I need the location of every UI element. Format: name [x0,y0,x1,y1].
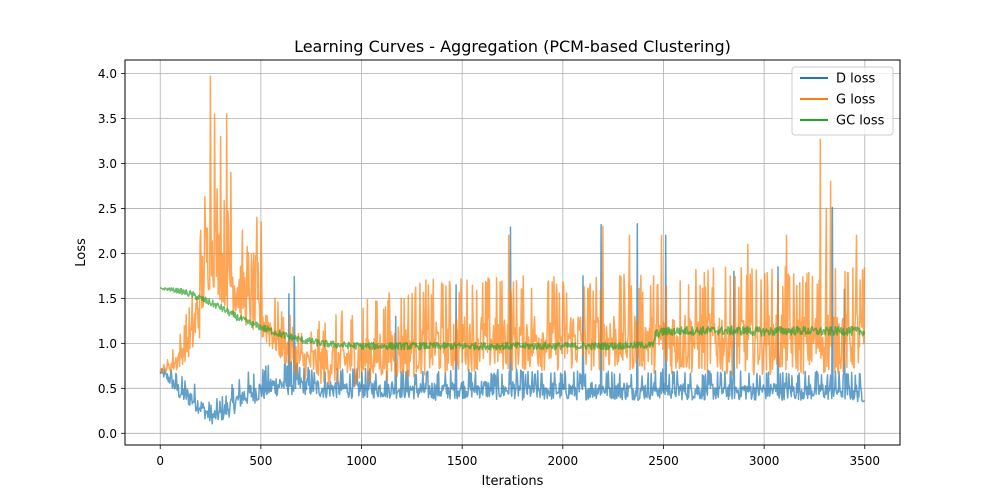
series-line-g-loss [159,75,866,387]
x-tick-label: 2500 [648,454,679,468]
y-tick-label: 3.0 [98,157,117,171]
y-tick-label: 0.5 [98,382,117,396]
y-tick-label: 2.5 [98,202,117,216]
chart-title: Learning Curves - Aggregation (PCM-based… [294,37,731,56]
y-tick-label: 1.5 [98,292,117,306]
series-line-gc-loss [159,287,866,351]
chart-legend: D loss G loss GC loss [791,66,894,136]
legend-label-g-loss: G loss [836,93,876,108]
series-lines [159,75,866,425]
x-tick-label: 3500 [849,454,880,468]
y-tick-label: 3.5 [98,112,117,126]
series-line-d-loss [159,206,866,425]
legend-label-gc-loss: GC loss [836,114,885,129]
x-tick-label: 2000 [548,454,579,468]
x-tick-label: 1500 [447,454,478,468]
y-axis-ticks: 0.0 0.5 1.0 1.5 2.0 2.5 3.0 3.5 4.0 [98,67,125,441]
y-tick-label: 2.0 [98,247,117,261]
legend-frame [791,66,894,136]
x-axis-ticks: 0 500 1000 1500 2000 2500 3000 3500 [156,445,880,468]
plot-frame [124,59,901,446]
y-tick-label: 0.0 [98,427,117,441]
y-tick-label: 1.0 [98,337,117,351]
y-tick-label: 4.0 [98,67,117,81]
x-tick-label: 1000 [346,454,377,468]
y-axis-label: Loss [74,238,89,267]
x-tick-label: 0 [156,454,164,468]
x-tick-label: 3000 [749,454,780,468]
x-tick-label: 500 [249,454,272,468]
legend-label-d-loss: D loss [836,72,875,87]
x-axis-label: Iterations [482,474,544,489]
